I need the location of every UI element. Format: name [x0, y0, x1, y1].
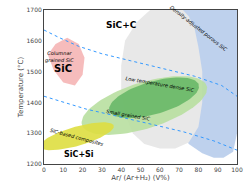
svg-text:Small grained SiC: Small grained SiC — [106, 108, 151, 123]
svg-text:SiC+Si: SiC+Si — [64, 150, 94, 159]
svg-text:Density-adjusted porous SiC: Density-adjusted porous SiC — [168, 4, 228, 53]
svg-text:1400: 1400 — [27, 99, 42, 106]
svg-text:30: 30 — [98, 166, 106, 173]
svg-text:1700: 1700 — [27, 6, 42, 13]
svg-text:40: 40 — [117, 166, 125, 173]
svg-text:Columnargrained SiC: Columnargrained SiC — [45, 50, 74, 64]
svg-text:0: 0 — [42, 166, 46, 173]
svg-text:50: 50 — [137, 166, 145, 173]
svg-text:1300: 1300 — [27, 129, 42, 136]
svg-text:SiC: SiC — [54, 63, 72, 74]
svg-text:SiC-based composites: SiC-based composites — [49, 127, 104, 148]
svg-text:20: 20 — [79, 166, 87, 173]
svg-text:SiC+C: SiC+C — [106, 20, 137, 30]
svg-text:90: 90 — [214, 166, 222, 173]
svg-text:Ar/ (Ar+H₂) (V%): Ar/ (Ar+H₂) (V%) — [111, 174, 170, 182]
svg-text:80: 80 — [195, 166, 203, 173]
svg-text:100: 100 — [231, 166, 243, 173]
svg-text:70: 70 — [175, 166, 183, 173]
svg-text:10: 10 — [59, 166, 67, 173]
svg-text:1200: 1200 — [27, 160, 42, 167]
svg-text:Temperature (°C): Temperature (°C) — [17, 57, 25, 119]
svg-text:60: 60 — [156, 166, 164, 173]
svg-text:Low temperature dense SiC: Low temperature dense SiC — [125, 75, 195, 94]
svg-text:1500: 1500 — [27, 68, 42, 75]
svg-text:1600: 1600 — [27, 37, 42, 44]
